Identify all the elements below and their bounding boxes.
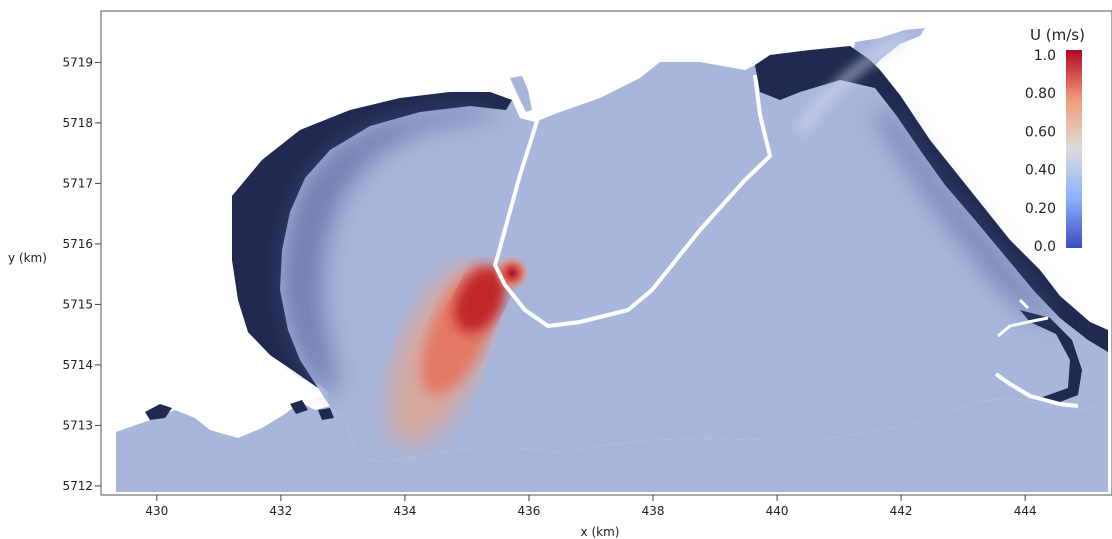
colorbar-tick-label: 0.20 bbox=[1025, 201, 1056, 217]
x-tick-label: 444 bbox=[1014, 504, 1037, 518]
x-tick-label: 434 bbox=[393, 504, 416, 518]
basin-water bbox=[116, 398, 1108, 492]
colorbar: U (m/s) 1.0 0.80 0.60 0.40 0.20 0.0 bbox=[1025, 26, 1085, 255]
y-tick-label: 5713 bbox=[62, 418, 93, 432]
shoreline-shading bbox=[280, 106, 1060, 390]
channel-flow bbox=[796, 34, 907, 133]
y-tick-label: 5718 bbox=[62, 116, 93, 130]
colorbar-ramp bbox=[1066, 50, 1082, 248]
west-shore-land bbox=[232, 92, 512, 388]
x-tick-label: 436 bbox=[518, 504, 541, 518]
pier-stub bbox=[1018, 298, 1030, 310]
y-tick-label: 5717 bbox=[62, 176, 93, 190]
inlet-water bbox=[510, 76, 532, 112]
x-tick-label: 430 bbox=[145, 504, 168, 518]
colorbar-tick-label: 0.80 bbox=[1025, 86, 1056, 102]
x-tick-label: 432 bbox=[269, 504, 292, 518]
colorbar-tick-label: 1.0 bbox=[1034, 48, 1056, 64]
harbour-wall bbox=[493, 74, 772, 328]
y-tick-label: 5715 bbox=[62, 297, 93, 311]
velocity-field bbox=[388, 34, 907, 445]
south-islets bbox=[145, 400, 334, 420]
x-axis-title: x (km) bbox=[581, 525, 620, 539]
colorbar-tick-label: 0.0 bbox=[1034, 239, 1056, 255]
jet-core bbox=[454, 267, 506, 333]
y-axis-title: y (km) bbox=[8, 251, 47, 265]
y-tick-label: 5716 bbox=[62, 237, 93, 251]
x-tick-label: 438 bbox=[642, 504, 665, 518]
colorbar-tick-label: 0.40 bbox=[1025, 163, 1056, 179]
x-axis: 430 432 434 436 438 440 442 444 bbox=[145, 495, 1037, 518]
x-tick-label: 440 bbox=[766, 504, 789, 518]
colorbar-tick-label: 0.60 bbox=[1025, 124, 1056, 140]
colorbar-title: U (m/s) bbox=[1030, 26, 1085, 44]
x-tick-label: 442 bbox=[890, 504, 913, 518]
y-tick-label: 5712 bbox=[62, 479, 93, 493]
y-axis: 5712 5713 5714 5715 5716 5717 5718 5719 bbox=[62, 55, 101, 493]
north-land bbox=[755, 46, 1108, 352]
y-tick-label: 5719 bbox=[62, 55, 93, 69]
dry-land bbox=[145, 46, 1108, 420]
colorbar-ticks: 1.0 0.80 0.60 0.40 0.20 0.0 bbox=[1025, 48, 1056, 255]
y-tick-label: 5714 bbox=[62, 358, 93, 372]
east-pocket-land bbox=[1020, 310, 1082, 402]
structures bbox=[493, 74, 1079, 408]
east-wall-lower bbox=[994, 372, 1079, 408]
east-wall-upper bbox=[997, 316, 1049, 338]
